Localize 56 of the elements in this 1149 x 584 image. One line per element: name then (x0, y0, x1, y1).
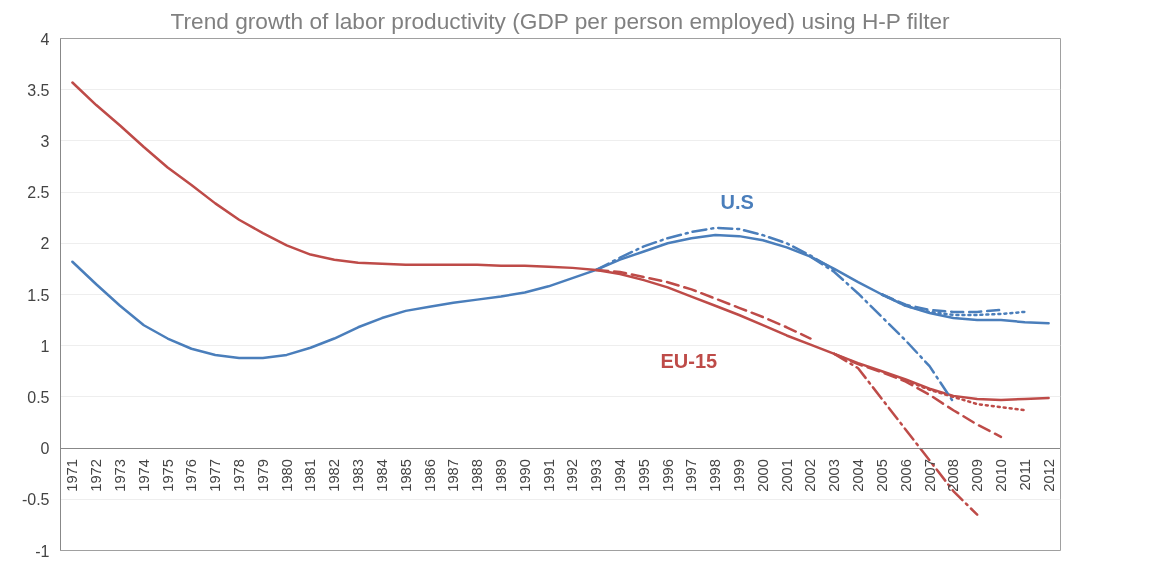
x-tick-label: 1978 (231, 459, 248, 492)
x-tick-label: 1977 (207, 459, 224, 492)
y-tick-label: -1 (35, 542, 50, 560)
x-tick-label: 1983 (350, 459, 367, 492)
x-tick-label: 1979 (254, 459, 271, 492)
y-tick-label: 4 (40, 30, 50, 48)
x-tick-label: 1991 (540, 459, 557, 492)
x-tick-label: 1994 (612, 459, 629, 492)
x-tick-label: 1996 (659, 459, 676, 492)
x-tick-label: 1995 (635, 459, 652, 492)
y-tick-label: 3.5 (27, 81, 50, 99)
chart-title: Trend growth of labor productivity (GDP per person employed) using H-P filter (170, 7, 951, 34)
x-tick-label: 1982 (326, 459, 343, 492)
x-tick-label: 1986 (421, 459, 438, 492)
x-tick-label: 2003 (826, 459, 843, 492)
x-tick-label: 1976 (183, 459, 200, 492)
x-tick-label: 1993 (588, 459, 605, 492)
y-tick-label: 0.5 (27, 388, 50, 406)
x-tick-label: 2000 (754, 459, 771, 492)
y-tick-label: 2 (40, 235, 50, 253)
x-tick-label: 2006 (897, 459, 914, 492)
x-tick-label: 2012 (1040, 459, 1057, 492)
x-tick-label: 2010 (992, 459, 1009, 492)
x-tick-label: 1997 (683, 459, 700, 492)
x-tick-label: 1988 (469, 459, 486, 492)
x-tick-label: 1975 (159, 459, 176, 492)
x-tick-label: 2007 (921, 459, 938, 492)
x-tick-label: 1974 (135, 459, 152, 492)
x-tick-label: 1971 (64, 459, 81, 492)
x-tick-label: 1972 (88, 459, 105, 492)
x-tick-label: 1990 (516, 459, 533, 492)
y-tick-label: 1 (40, 337, 50, 355)
y-tick-label: 1.5 (27, 286, 50, 304)
x-tick-label: 2011 (1016, 459, 1033, 491)
annotation: EU-15 (660, 350, 718, 373)
x-tick-label: 1985 (397, 459, 414, 492)
x-tick-label: 1980 (278, 459, 295, 492)
x-tick-label: 1981 (302, 459, 319, 492)
x-tick-label: 1973 (112, 459, 129, 492)
x-tick-label: 1998 (707, 459, 724, 492)
x-tick-label: 2004 (850, 459, 867, 492)
x-tick-label: 2001 (778, 459, 795, 492)
x-tick-label: 2002 (802, 459, 819, 492)
x-tick-label: 2008 (945, 459, 962, 492)
x-tick-label: 1989 (492, 459, 509, 492)
x-tick-label: 1992 (564, 459, 581, 492)
x-tick-label: 2009 (969, 459, 986, 492)
x-tick-label: 2005 (873, 459, 890, 492)
x-tick-label: 1987 (445, 459, 462, 492)
annotation: U.S (720, 191, 754, 214)
y-tick-label: 0 (40, 440, 50, 458)
y-tick-label: 2.5 (27, 184, 50, 202)
y-tick-label: 3 (40, 132, 50, 150)
y-tick-label: -0.5 (21, 491, 50, 509)
x-tick-label: 1999 (731, 459, 748, 492)
x-tick-label: 1984 (373, 459, 390, 492)
